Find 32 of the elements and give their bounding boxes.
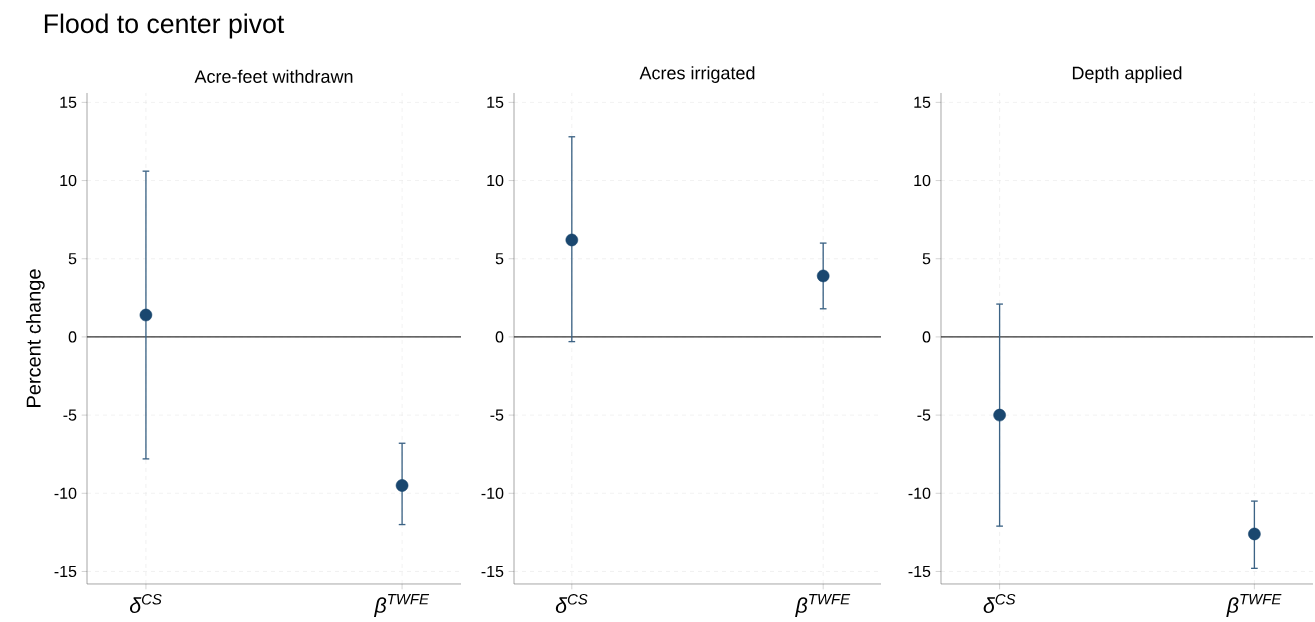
y-tick-label: 5 (68, 253, 77, 265)
y-tick-label: 10 (60, 175, 77, 187)
y-tick-label: -5 (917, 409, 931, 421)
x-tick-label: β$^{TWFE}$ (795, 594, 851, 618)
y-tick-label: 5 (922, 253, 931, 265)
text: Flood to center pivot (44, 13, 285, 39)
x-tick-label: δ$^{CS}$ (555, 594, 588, 614)
y-tick-label: 0 (495, 331, 504, 343)
x-tick-label: δ$^{CS}$ (129, 594, 162, 614)
y-tick-label: 15 (60, 97, 77, 109)
x-tick-label: β$^{TWFE}$ (373, 594, 430, 618)
y-tick-label: -10 (54, 487, 77, 500)
y-tick-label: 0 (68, 331, 77, 343)
chart-title: Acre-feet withdrawn (194, 69, 353, 84)
y-tick-label: -5 (63, 409, 77, 421)
y-axis-title: Percent change (26, 269, 45, 408)
y-tick-label: 5 (495, 253, 504, 265)
y-tick-label: -15 (908, 566, 931, 578)
y-tick-label: 10 (914, 175, 931, 187)
y-tick-label: 15 (487, 97, 504, 109)
x-tick-label: δ$^{CS}$ (983, 594, 1016, 614)
chart-title: Depth applied (1072, 66, 1182, 84)
y-tick-label: -15 (481, 566, 504, 578)
x-tick-label: β$^{TWFE}$ (1226, 594, 1282, 618)
y-tick-label: -10 (481, 487, 504, 500)
y-tick-label: 0 (922, 331, 931, 343)
y-tick-label: 10 (487, 175, 504, 187)
chart-title: Acres irrigated (639, 66, 755, 84)
y-tick-label: -5 (490, 409, 504, 421)
y-tick-label: -15 (54, 566, 77, 578)
y-tick-label: -10 (908, 487, 931, 500)
y-tick-label: 15 (914, 97, 931, 109)
